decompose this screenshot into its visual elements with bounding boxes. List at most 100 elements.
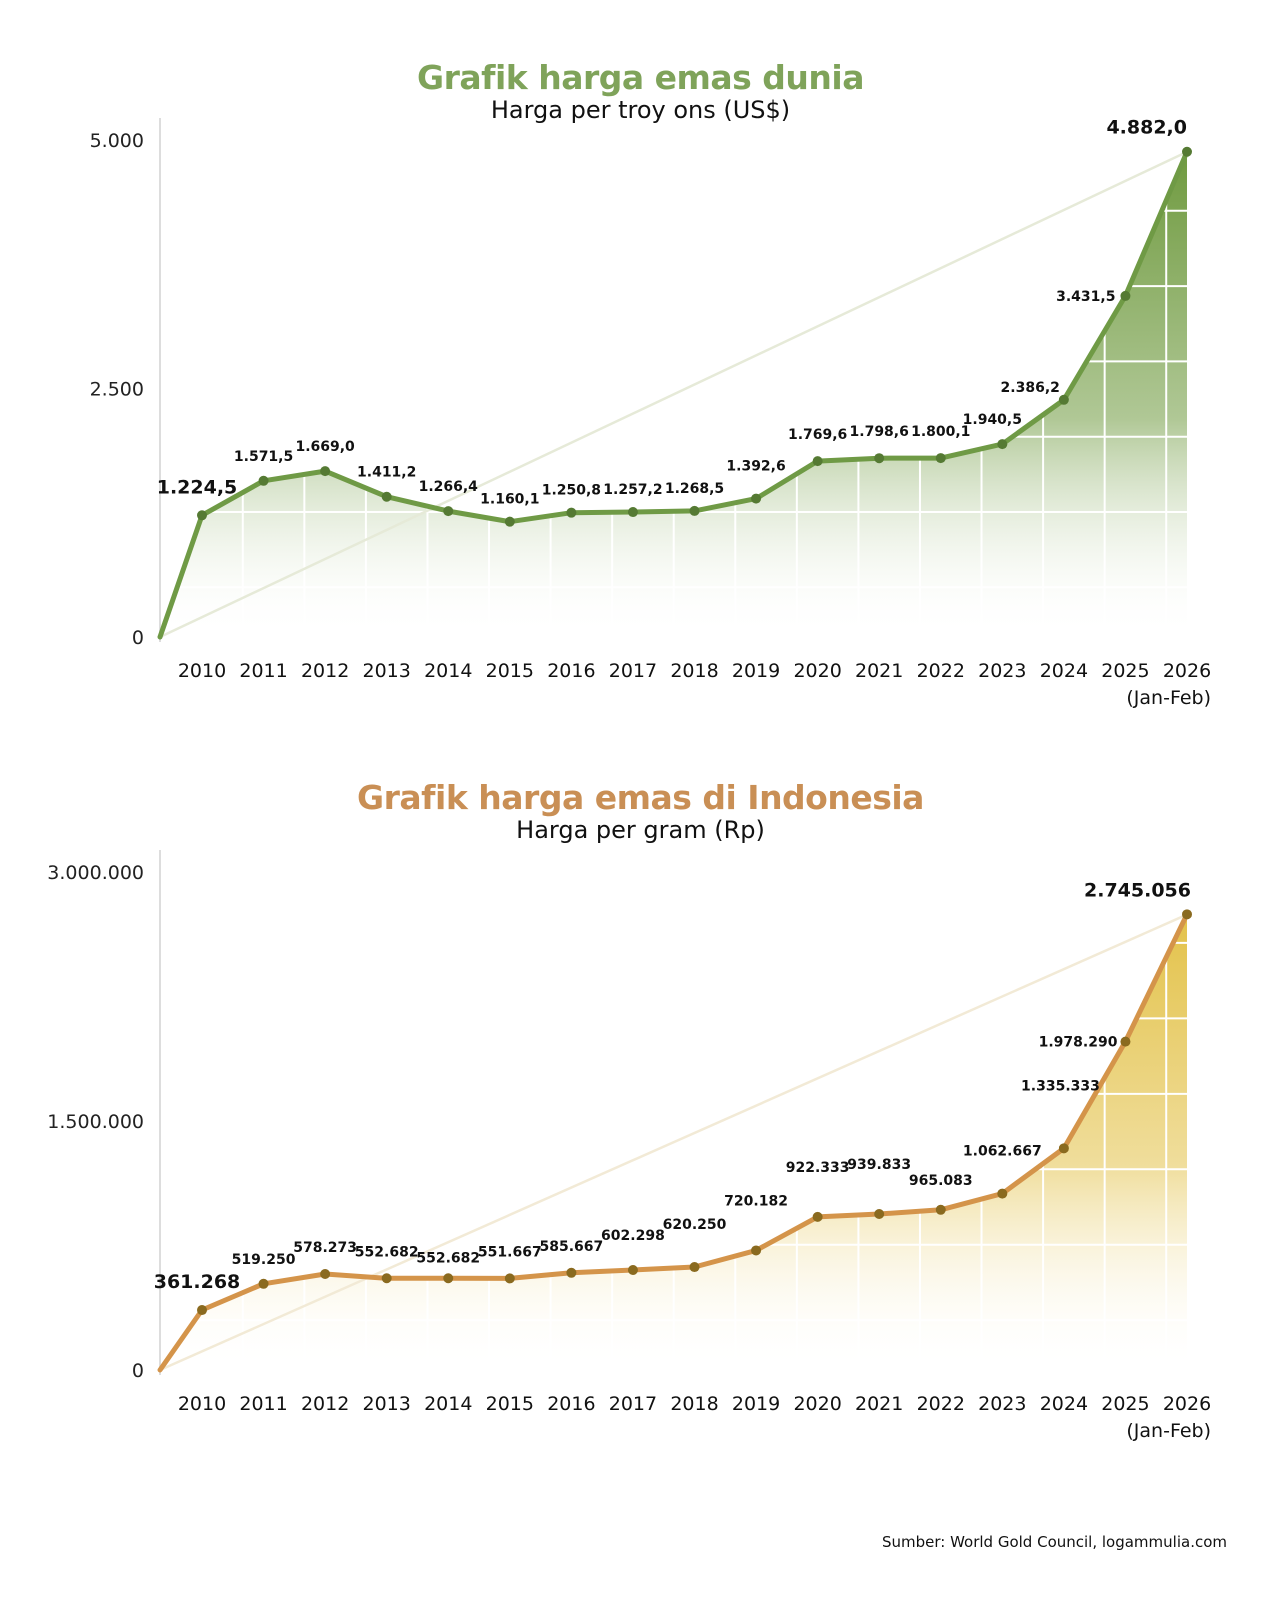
x-tick-label: 2021 xyxy=(855,1393,903,1415)
x-tick-label: 2010 xyxy=(178,1393,226,1415)
data-point xyxy=(1120,290,1131,301)
data-point xyxy=(197,510,207,521)
data-point xyxy=(504,516,515,527)
data-point xyxy=(812,456,823,467)
data-point xyxy=(751,1245,762,1256)
x-tick-label: 2012 xyxy=(301,660,349,682)
data-label: 578.273 xyxy=(293,1240,357,1256)
data-label: 1.062.667 xyxy=(963,1144,1042,1160)
y-tick-label: 0 xyxy=(132,1360,144,1382)
x-tick-label: 2024 xyxy=(1040,1393,1088,1415)
data-point xyxy=(443,1273,454,1284)
chart-2-subtitle: Harga per gram (Rp) xyxy=(516,816,765,844)
data-label: 1.257,2 xyxy=(603,482,662,498)
data-point xyxy=(443,506,454,517)
y-tick-label: 5.000 xyxy=(90,130,144,152)
y-tick-label: 1.500.000 xyxy=(47,1111,144,1133)
data-point xyxy=(1182,146,1192,157)
chart-1-title: Grafik harga emas dunia xyxy=(416,58,865,97)
data-point xyxy=(997,439,1008,450)
data-label: 3.431,5 xyxy=(1056,289,1115,305)
data-label: 602.298 xyxy=(601,1228,665,1244)
data-label: 552.682 xyxy=(355,1244,419,1260)
data-label: 1.392,6 xyxy=(726,459,785,475)
source-note: Sumber: World Gold Council, logammulia.c… xyxy=(881,1533,1227,1551)
data-label: 552.682 xyxy=(416,1250,480,1266)
data-point xyxy=(258,475,269,486)
x-tick-note: (Jan-Feb) xyxy=(1126,1420,1211,1442)
data-label: 720.182 xyxy=(724,1193,788,1209)
x-tick-label: 2019 xyxy=(732,660,780,682)
x-tick-label: 2012 xyxy=(301,1393,349,1415)
data-point xyxy=(751,493,762,504)
series-line xyxy=(157,911,1190,1373)
data-label: 551.667 xyxy=(478,1244,542,1260)
data-label: 4.882,0 xyxy=(1106,117,1187,139)
data-point xyxy=(258,1278,269,1289)
x-tick-label: 2010 xyxy=(178,660,226,682)
y-tick-label: 0 xyxy=(132,627,144,649)
data-point xyxy=(627,507,638,518)
data-point xyxy=(627,1265,638,1276)
trend-line xyxy=(159,152,1184,639)
data-label: 620.250 xyxy=(663,1217,727,1233)
data-point xyxy=(381,491,392,502)
x-tick-label: 2013 xyxy=(363,1393,411,1415)
chart-1: 0 2.500 5.000 1.224,5 2010 1.571,5 2011 1.669,0… xyxy=(90,117,1212,709)
data-point xyxy=(874,453,885,464)
data-point xyxy=(566,1267,577,1278)
x-tick-label: 2014 xyxy=(424,1393,472,1415)
chart-2: 0 1.500.000 3.000.000 361.268 2010 519.250 201… xyxy=(47,850,1211,1442)
data-point xyxy=(504,1273,515,1284)
data-label: 1.266,4 xyxy=(419,479,479,495)
data-label: 939.833 xyxy=(847,1157,911,1173)
y-tick-label: 3.000.000 xyxy=(47,862,144,884)
data-label: 965.083 xyxy=(909,1173,973,1189)
data-point xyxy=(320,1269,331,1280)
data-label: 1.940,5 xyxy=(963,412,1022,428)
x-tick-label: 2016 xyxy=(547,1393,595,1415)
x-tick-label: 2011 xyxy=(239,1393,287,1415)
data-point xyxy=(1058,1143,1069,1154)
x-tick-label: 2019 xyxy=(732,1393,780,1415)
data-point xyxy=(320,466,331,477)
data-point xyxy=(874,1208,885,1219)
x-tick-label: 2022 xyxy=(917,660,965,682)
data-point xyxy=(1182,909,1192,920)
x-tick-label: 2011 xyxy=(239,660,287,682)
data-label: 1.978.290 xyxy=(1039,1035,1118,1051)
data-point xyxy=(381,1273,392,1284)
chart-2-title: Grafik harga emas di Indonesia xyxy=(357,778,924,817)
data-label: 1.160,1 xyxy=(480,492,539,508)
trend-line xyxy=(159,915,1184,1372)
data-label: 1.268,5 xyxy=(665,481,724,497)
x-tick-label: 2023 xyxy=(978,1393,1026,1415)
x-tick-label: 2025 xyxy=(1101,1393,1149,1415)
x-tick-label: 2017 xyxy=(609,660,657,682)
data-point xyxy=(935,1204,946,1215)
x-tick-label: 2017 xyxy=(609,1393,657,1415)
data-label: 519.250 xyxy=(232,1252,296,1268)
series-line xyxy=(157,149,1190,640)
data-label: 2.745.056 xyxy=(1084,879,1191,901)
x-tick-label: 2016 xyxy=(547,660,595,682)
data-label: 1.250,8 xyxy=(542,483,601,499)
data-point xyxy=(812,1211,823,1222)
x-tick-label: 2018 xyxy=(670,1393,718,1415)
x-tick-label: 2018 xyxy=(670,660,718,682)
data-label: 1.224,5 xyxy=(157,476,238,498)
x-tick-label: 2020 xyxy=(793,660,841,682)
x-tick-label: 2025 xyxy=(1101,660,1149,682)
data-label: 361.268 xyxy=(154,1271,241,1293)
x-tick-label: 2026 xyxy=(1163,660,1211,682)
x-tick-label: 2024 xyxy=(1040,660,1088,682)
data-label: 2.386,2 xyxy=(1001,380,1060,396)
data-point xyxy=(689,1262,700,1273)
data-point xyxy=(997,1188,1008,1199)
data-label: 1.335.333 xyxy=(1021,1078,1100,1094)
data-label: 922.333 xyxy=(786,1160,850,1176)
x-tick-label: 2015 xyxy=(486,1393,534,1415)
data-point xyxy=(689,505,700,516)
data-point xyxy=(935,453,946,464)
